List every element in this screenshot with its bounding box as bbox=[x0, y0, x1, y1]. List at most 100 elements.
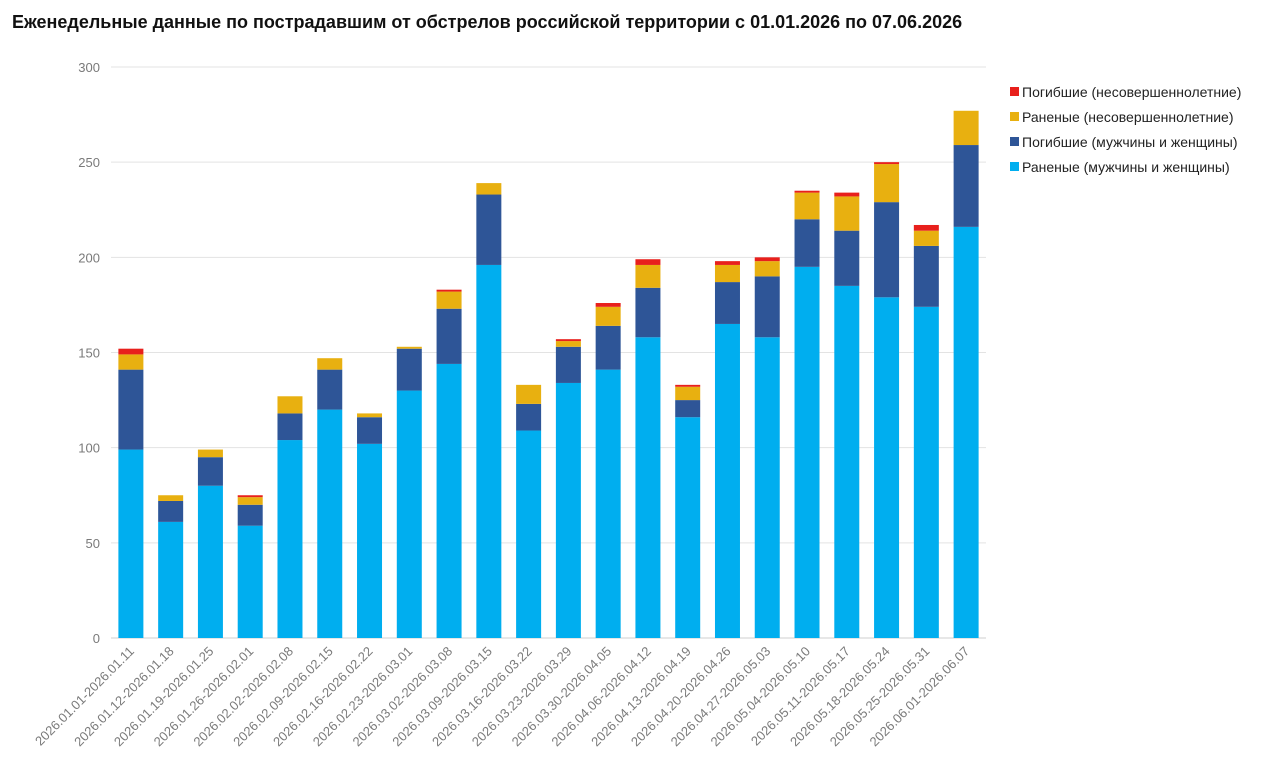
bar-segment-series-1 bbox=[277, 413, 303, 441]
chart-title: Еженедельные данные по пострадавшим от о… bbox=[12, 12, 963, 32]
legend-label-killed-adults: Погибшие (мужчины и женщины) bbox=[1022, 133, 1238, 150]
legend-swatch-killed-minors bbox=[1010, 87, 1019, 96]
legend-label-killed-minors: Погибшие (несовершеннолетние) bbox=[1022, 83, 1242, 100]
bar-segment-series-3 bbox=[237, 495, 263, 498]
bar-segment-series-2 bbox=[436, 291, 462, 309]
bar-segment-series-3 bbox=[834, 192, 860, 197]
bar-segment-series-1 bbox=[714, 282, 740, 324]
bar-segment-series-2 bbox=[675, 386, 701, 401]
legend-label-wounded-minors: Раненые (несовершеннолетние) bbox=[1022, 108, 1234, 125]
bar-segment-series-0 bbox=[754, 337, 780, 638]
bar-segment-series-2 bbox=[555, 341, 581, 347]
bar-segment-series-0 bbox=[158, 521, 184, 638]
bar-segment-series-1 bbox=[595, 325, 621, 370]
bar-segment-series-3 bbox=[794, 190, 820, 193]
y-tick-label: 200 bbox=[78, 250, 100, 265]
bar-segment-series-1 bbox=[953, 145, 979, 227]
bar-segment-series-2 bbox=[595, 306, 621, 326]
legend-label-wounded-adults: Раненые (мужчины и женщины) bbox=[1022, 158, 1230, 175]
bar-segment-series-1 bbox=[874, 202, 900, 298]
y-tick-label: 50 bbox=[86, 536, 100, 551]
bar-segment-series-2 bbox=[516, 384, 542, 404]
bar-segment-series-0 bbox=[714, 323, 740, 638]
bar-segment-series-0 bbox=[476, 264, 502, 638]
bar-segment-series-3 bbox=[118, 348, 144, 355]
bar-segment-series-3 bbox=[714, 261, 740, 265]
bars bbox=[118, 110, 979, 638]
bar-segment-series-2 bbox=[197, 449, 223, 458]
legend-swatch-wounded-adults bbox=[1010, 162, 1019, 171]
bar-segment-series-1 bbox=[118, 369, 144, 450]
bar-segment-series-1 bbox=[436, 308, 462, 364]
bar-segment-series-0 bbox=[396, 390, 422, 638]
bar-segment-series-0 bbox=[317, 409, 343, 638]
bar-segment-series-0 bbox=[277, 440, 303, 638]
bar-segment-series-3 bbox=[555, 339, 581, 342]
bar-segment-series-0 bbox=[197, 485, 223, 638]
bar-segment-series-3 bbox=[635, 259, 661, 265]
bar-segment-series-1 bbox=[675, 400, 701, 418]
bar-segment-series-2 bbox=[714, 264, 740, 283]
bar-segment-series-0 bbox=[675, 417, 701, 638]
bar-segment-series-2 bbox=[118, 354, 144, 370]
legend-item-killed-adults: Погибшие (мужчины и женщины) bbox=[1010, 129, 1241, 154]
bar-segment-series-2 bbox=[913, 230, 939, 246]
y-tick-label: 100 bbox=[78, 441, 100, 456]
legend: Погибшие (несовершеннолетние) Раненые (н… bbox=[1010, 79, 1241, 179]
x-axis-ticks: 2026.01.01-2026.01.112026.01.12-2026.01.… bbox=[32, 644, 972, 750]
bar-segment-series-2 bbox=[874, 164, 900, 203]
y-tick-label: 150 bbox=[78, 346, 100, 361]
bar-segment-series-1 bbox=[317, 369, 343, 410]
y-tick-label: 300 bbox=[78, 60, 100, 75]
bar-segment-series-0 bbox=[635, 337, 661, 638]
bar-segment-series-1 bbox=[357, 417, 383, 444]
bar-segment-series-1 bbox=[516, 403, 542, 431]
bar-segment-series-1 bbox=[913, 245, 939, 307]
bar-segment-series-1 bbox=[476, 194, 502, 265]
y-tick-label: 250 bbox=[78, 155, 100, 170]
bar-segment-series-1 bbox=[754, 276, 780, 338]
bar-segment-series-2 bbox=[277, 396, 303, 414]
legend-item-wounded-minors: Раненые (несовершеннолетние) bbox=[1010, 104, 1241, 129]
bar-segment-series-2 bbox=[396, 346, 422, 349]
bar-segment-series-3 bbox=[595, 303, 621, 307]
bar-segment-series-2 bbox=[237, 497, 263, 505]
legend-item-wounded-adults: Раненые (мужчины и женщины) bbox=[1010, 154, 1241, 179]
bar-segment-series-0 bbox=[436, 363, 462, 638]
legend-swatch-killed-adults bbox=[1010, 137, 1019, 146]
y-tick-label: 0 bbox=[93, 631, 100, 646]
bar-segment-series-2 bbox=[754, 261, 780, 277]
legend-swatch-wounded-minors bbox=[1010, 112, 1019, 121]
bar-segment-series-0 bbox=[595, 369, 621, 638]
bar-segment-series-3 bbox=[874, 162, 900, 165]
bar-segment-series-1 bbox=[158, 500, 184, 522]
bar-segment-series-0 bbox=[913, 306, 939, 638]
bar-segment-series-2 bbox=[635, 264, 661, 288]
bar-segment-series-0 bbox=[834, 285, 860, 638]
bar-segment-series-1 bbox=[555, 346, 581, 383]
bar-segment-series-3 bbox=[436, 289, 462, 292]
legend-item-killed-minors: Погибшие (несовершеннолетние) bbox=[1010, 79, 1241, 104]
bar-segment-series-0 bbox=[118, 449, 144, 638]
bar-segment-series-0 bbox=[357, 443, 383, 638]
bar-segment-series-1 bbox=[237, 504, 263, 526]
bar-segment-series-1 bbox=[834, 230, 860, 286]
bar-segment-series-2 bbox=[158, 495, 184, 501]
bar-segment-series-0 bbox=[237, 525, 263, 638]
bar-segment-series-2 bbox=[953, 110, 979, 146]
bar-segment-series-1 bbox=[635, 287, 661, 338]
y-axis-ticks: 0 50 100 150 200 250 300 bbox=[78, 60, 100, 646]
bar-segment-series-1 bbox=[197, 457, 223, 486]
bar-segment-series-2 bbox=[476, 183, 502, 195]
bar-segment-series-2 bbox=[794, 192, 820, 220]
bar-segment-series-3 bbox=[754, 257, 780, 262]
bar-segment-series-0 bbox=[953, 226, 979, 638]
bar-segment-series-0 bbox=[874, 297, 900, 638]
bar-segment-series-2 bbox=[317, 358, 343, 370]
bar-segment-series-3 bbox=[913, 224, 939, 231]
bar-segment-series-0 bbox=[794, 266, 820, 638]
bar-segment-series-1 bbox=[794, 219, 820, 267]
bar-segment-series-0 bbox=[516, 430, 542, 638]
bar-segment-series-3 bbox=[675, 384, 701, 387]
